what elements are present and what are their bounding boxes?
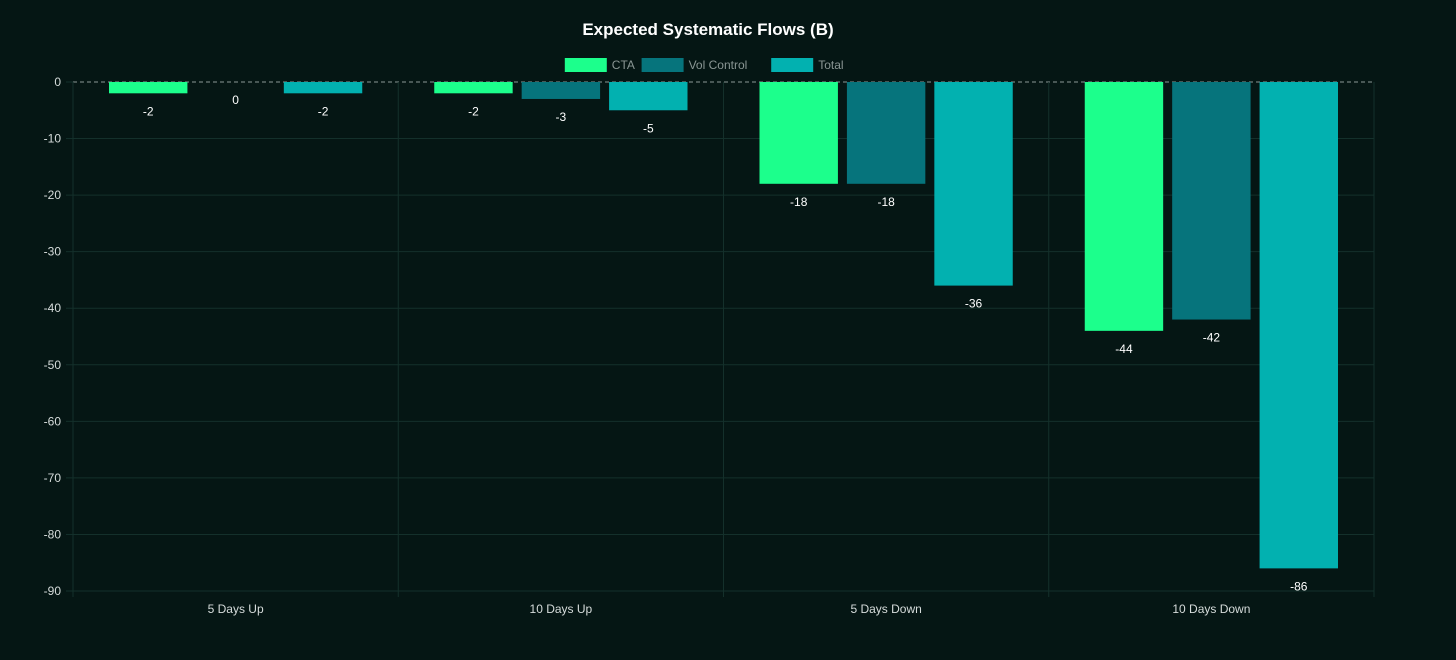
bar-cta[interactable] — [1084, 82, 1164, 331]
data-label: -42 — [1203, 331, 1221, 345]
data-label: -2 — [318, 104, 329, 118]
x-axis: 5 Days Up 10 Days Up 5 Days Down 10 Days Do… — [208, 602, 1251, 616]
y-tick-label: -80 — [44, 527, 62, 541]
x-tick-label: 5 Days Up — [208, 602, 264, 616]
grid — [72, 81, 1375, 597]
data-label: -5 — [643, 121, 654, 135]
bar-total[interactable] — [934, 82, 1013, 286]
data-label: -44 — [1115, 342, 1133, 356]
data-label: -2 — [143, 104, 154, 118]
y-tick-label: -20 — [44, 188, 62, 202]
y-tick-label: -70 — [44, 471, 62, 485]
legend-swatch-total[interactable] — [771, 58, 814, 72]
x-tick-label: 10 Days Down — [1172, 602, 1250, 616]
legend-label[interactable]: Vol Control — [689, 58, 748, 72]
data-label: -36 — [965, 297, 983, 311]
x-tick-label: 10 Days Up — [530, 602, 593, 616]
legend-label[interactable]: Total — [818, 58, 843, 72]
y-tick-label: -90 — [44, 584, 62, 598]
bar-total[interactable] — [609, 82, 688, 111]
data-labels: -2 0 -2 -2 -3 -5 -18 -18 -36 -44 -42 -86 — [143, 93, 1308, 593]
bar-cta[interactable] — [434, 82, 513, 94]
legend-label[interactable]: CTA — [612, 58, 635, 72]
bar-vol-control[interactable] — [1172, 82, 1251, 320]
y-tick-label: 0 — [54, 75, 61, 89]
chart-title: Expected Systematic Flows (B) — [582, 20, 833, 39]
legend-swatch-cta[interactable] — [564, 58, 607, 72]
bar-vol-control[interactable] — [846, 82, 926, 184]
data-label: 0 — [232, 93, 239, 107]
data-label: -18 — [790, 195, 808, 209]
legend-swatch-vol-control[interactable] — [641, 58, 684, 72]
data-label: -18 — [877, 195, 895, 209]
data-label: -2 — [468, 104, 479, 118]
y-tick-label: -60 — [44, 414, 62, 428]
y-tick-label: -30 — [44, 245, 62, 259]
bar-cta[interactable] — [109, 82, 188, 94]
y-tick-label: -50 — [44, 358, 62, 372]
x-tick-label: 5 Days Down — [850, 602, 921, 616]
bar-cta[interactable] — [759, 82, 838, 184]
y-tick-label: -40 — [44, 301, 62, 315]
legend: CTA Vol Control Total — [564, 58, 844, 72]
bar-total[interactable] — [1259, 82, 1338, 569]
data-label: -3 — [556, 110, 567, 124]
y-tick-label: -10 — [44, 132, 62, 146]
bar-total[interactable] — [283, 82, 363, 94]
bar-vol-control[interactable] — [521, 82, 601, 99]
y-axis: 0 -10 -20 -30 -40 -50 -60 -70 -80 -90 — [44, 75, 73, 598]
data-label: -86 — [1290, 579, 1308, 593]
bars — [109, 82, 1338, 569]
